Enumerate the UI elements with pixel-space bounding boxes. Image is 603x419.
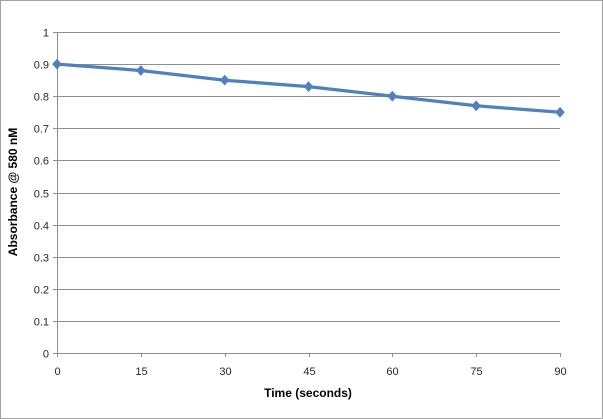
y-axis-tick-label: 0.2 bbox=[34, 285, 49, 297]
data-point-marker bbox=[471, 100, 481, 112]
axes bbox=[53, 32, 561, 357]
data-point-marker bbox=[219, 74, 230, 86]
y-axis-tick-label: 0.3 bbox=[34, 253, 49, 265]
y-axis-tick-label: 0.4 bbox=[34, 221, 49, 233]
data-point-marker bbox=[303, 81, 314, 92]
y-axis-title: Absorbance @ 580 nM bbox=[6, 128, 20, 256]
data-point-marker bbox=[136, 65, 146, 76]
y-axis-tick-label: 0.5 bbox=[34, 189, 49, 201]
tick-labels: 0 0.1 0.2 0.3 0.4 0.5 0.6 0.7 0.8 0.9 1 0 15 30 45 60 75… bbox=[34, 28, 567, 379]
x-axis-tick-label: 45 bbox=[303, 366, 315, 378]
x-axis-tick-label: 60 bbox=[386, 366, 398, 378]
data-series bbox=[52, 58, 565, 118]
y-axis-tick-label: 0.6 bbox=[34, 156, 49, 168]
data-point-marker bbox=[555, 106, 565, 118]
y-axis-tick-label: 0.1 bbox=[34, 317, 49, 329]
y-axis-tick-label: 0.9 bbox=[34, 60, 49, 72]
x-axis-tick-label: 0 bbox=[54, 366, 60, 378]
x-axis-tick-label: 90 bbox=[554, 366, 566, 378]
x-axis-tick-label: 30 bbox=[219, 366, 231, 378]
gridlines bbox=[57, 32, 560, 322]
data-point-marker bbox=[52, 58, 62, 70]
y-axis-tick-label: 0 bbox=[43, 349, 49, 361]
x-axis-title: Time (seconds) bbox=[264, 386, 352, 400]
y-axis-tick-label: 0.8 bbox=[34, 92, 49, 104]
x-axis-tick-label: 75 bbox=[470, 366, 482, 378]
y-axis-tick-label: 1 bbox=[43, 28, 49, 40]
x-axis-tick-label: 15 bbox=[135, 366, 147, 378]
y-axis-tick-label: 0.7 bbox=[34, 124, 49, 136]
data-point-marker bbox=[387, 90, 398, 102]
